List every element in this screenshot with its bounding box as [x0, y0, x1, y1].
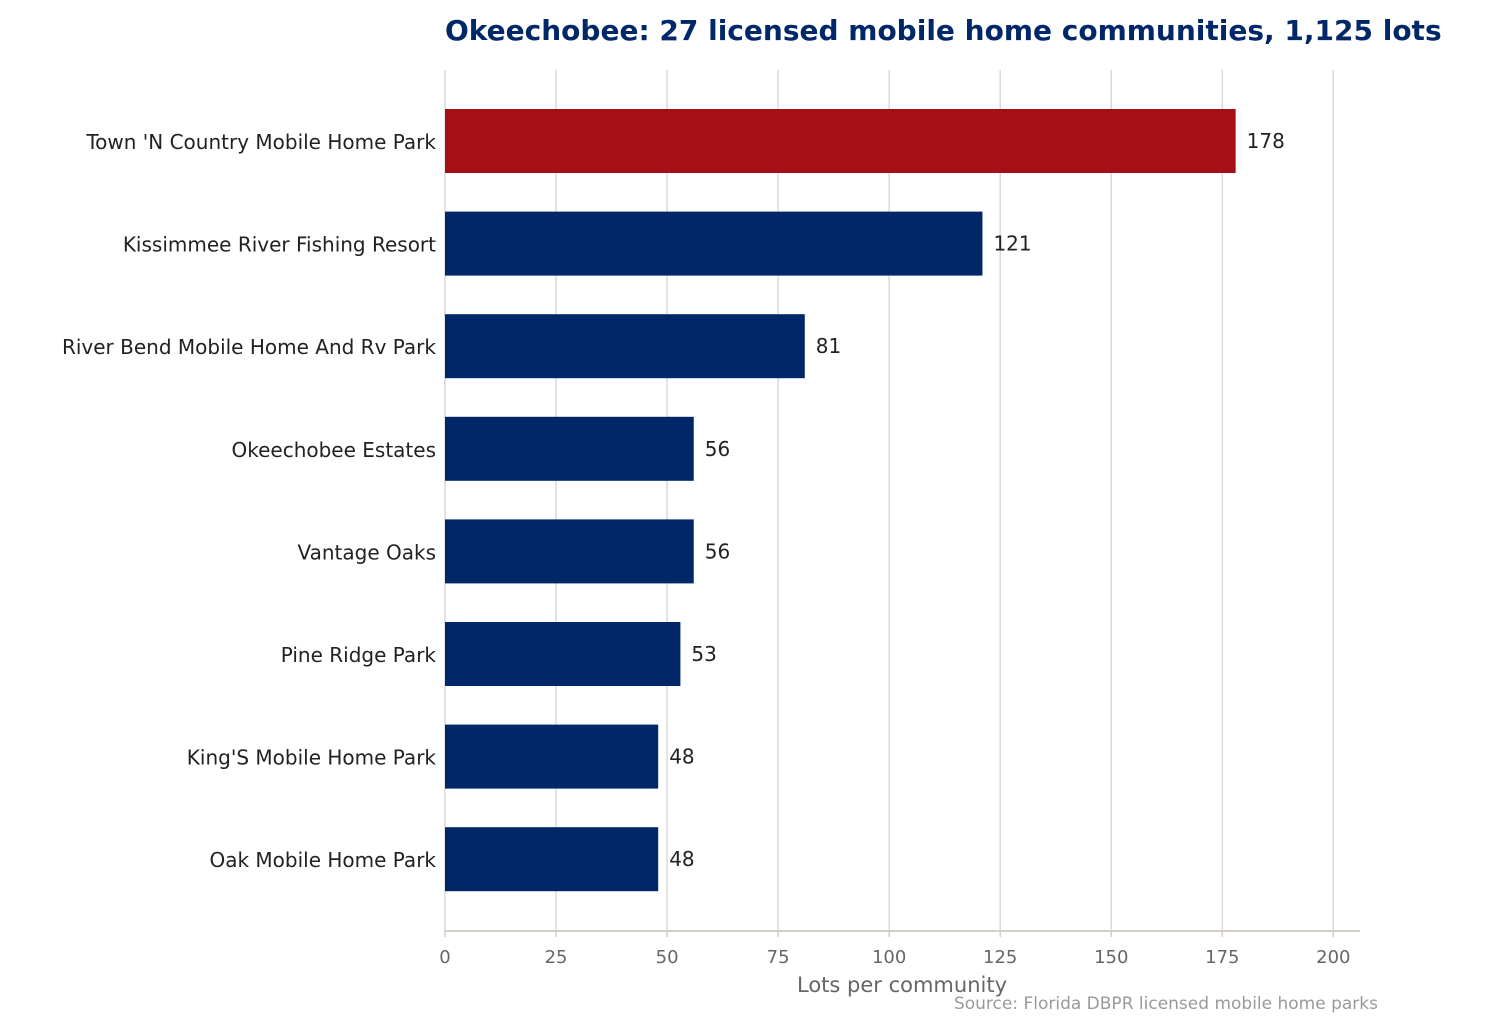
category-label-1: Town 'N Country Mobile Home Park: [85, 130, 436, 154]
value-label-6: 53: [691, 642, 716, 666]
bar-2: [445, 211, 983, 276]
x-tick-label-150: 150: [1094, 947, 1128, 968]
value-label-7: 48: [669, 745, 694, 769]
category-labels: Town 'N Country Mobile Home Park Kissimme…: [62, 130, 436, 872]
category-label-4: Okeechobee Estates: [231, 438, 436, 462]
source-note: Source: Florida DBPR licensed mobile hom…: [954, 994, 1378, 1014]
x-tick-label-25: 25: [545, 947, 568, 968]
bar-6: [445, 622, 681, 686]
bar-7: [445, 724, 659, 789]
bar-3: [445, 314, 805, 379]
x-tick-label-125: 125: [983, 947, 1017, 968]
x-tick-label-200: 200: [1316, 947, 1350, 968]
x-tick-label-175: 175: [1205, 947, 1239, 968]
value-labels: 178 121 81 56 56 53 48 48: [669, 129, 1285, 871]
grid-lines: [444, 70, 1335, 931]
value-label-4: 56: [705, 437, 730, 461]
category-label-2: Kissimmee River Fishing Resort: [123, 233, 436, 257]
x-tick-label-50: 50: [656, 947, 679, 968]
value-label-2: 121: [993, 232, 1031, 256]
value-label-8: 48: [669, 847, 694, 871]
x-axis-title: Lots per community: [797, 973, 1007, 997]
category-label-3: River Bend Mobile Home And Rv Park: [62, 335, 436, 359]
value-label-3: 81: [816, 334, 841, 358]
value-label-5: 56: [705, 539, 730, 563]
x-tick-labels: 0 25 50 75 100 125 150 175 200: [439, 931, 1351, 968]
value-label-1: 178: [1247, 129, 1285, 153]
bar-5: [445, 519, 694, 584]
bar-8: [445, 827, 659, 892]
bars: [445, 109, 1236, 892]
category-label-6: Pine Ridge Park: [281, 643, 437, 667]
bar-4: [445, 416, 694, 481]
bar-1: [445, 109, 1236, 173]
x-tick-label-75: 75: [767, 947, 790, 968]
chart-title: Okeechobee: 27 licensed mobile home comm…: [445, 14, 1442, 47]
x-tick-label-100: 100: [872, 947, 906, 968]
category-label-8: Oak Mobile Home Park: [209, 848, 436, 872]
x-tick-label-0: 0: [439, 947, 450, 968]
category-label-5: Vantage Oaks: [297, 540, 436, 564]
category-label-7: King'S Mobile Home Park: [187, 746, 437, 770]
